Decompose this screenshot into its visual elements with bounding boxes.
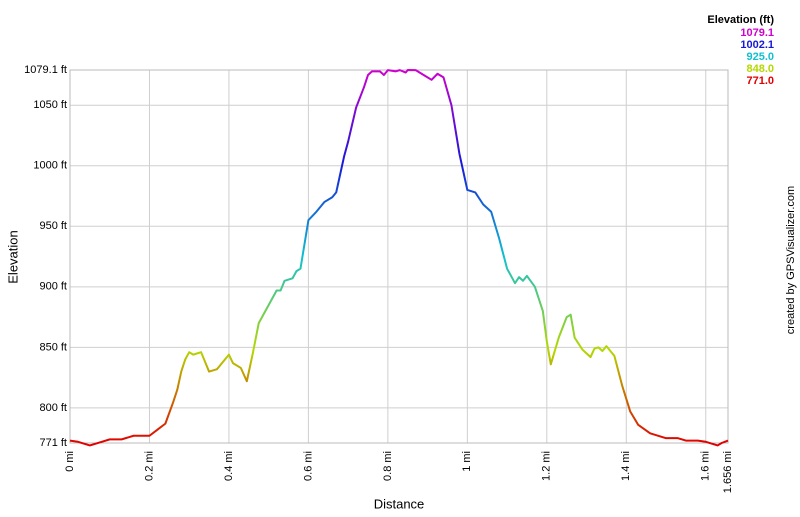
x-tick-label: 0.8 mi	[382, 451, 394, 481]
y-tick-label: 771 ft	[39, 437, 67, 449]
legend-title: Elevation (ft)	[707, 14, 774, 26]
y-tick-label: 800 ft	[39, 402, 67, 414]
y-axis-title: Elevation	[5, 230, 20, 283]
x-tick-label: 0 mi	[64, 451, 76, 472]
legend-entry: 925.0	[746, 51, 774, 63]
x-tick-label: 1.6 mi	[700, 451, 712, 481]
legend-entry: 771.0	[746, 75, 774, 87]
y-tick-label: 900 ft	[39, 281, 67, 293]
y-tick-label: 1079.1 ft	[24, 64, 67, 76]
plot-frame	[69, 69, 729, 444]
x-tick-label: 0.2 mi	[143, 451, 155, 481]
x-tick-label: 1.4 mi	[620, 451, 632, 481]
legend-entry: 848.0	[746, 63, 774, 75]
x-axis-title: Distance	[374, 496, 425, 511]
legend-entry: 1002.1	[740, 39, 774, 51]
y-tick-label: 1000 ft	[33, 160, 67, 172]
x-tick-label: 1 mi	[461, 451, 473, 472]
y-tick-label: 850 ft	[39, 341, 67, 353]
x-tick-label: 0.6 mi	[302, 451, 314, 481]
y-tick-label: 950 ft	[39, 220, 67, 232]
elevation-line	[69, 69, 729, 447]
x-tick-label: 1.2 mi	[541, 451, 553, 481]
legend-entry: 1079.1	[740, 27, 774, 39]
x-tick-label: 1.656 mi	[722, 451, 734, 493]
x-tick-label: 0.4 mi	[223, 451, 235, 481]
credit: created by GPSVisualizer.com	[785, 186, 797, 334]
y-tick-label: 1050 ft	[33, 99, 67, 111]
